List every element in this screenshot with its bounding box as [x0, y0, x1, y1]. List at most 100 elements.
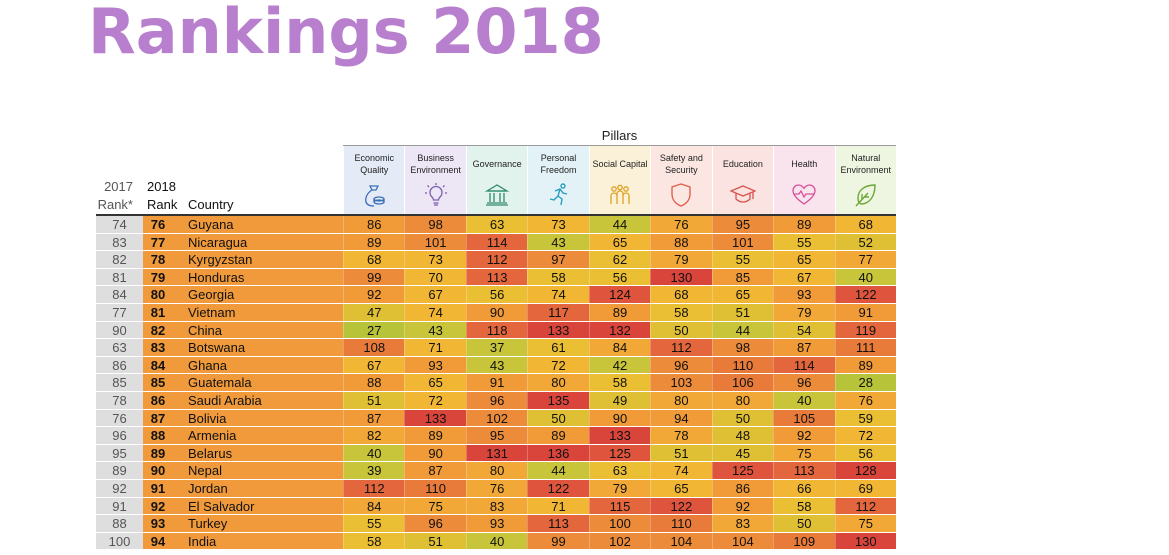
- pillar-value-cell: 75: [404, 497, 466, 515]
- pillar-value-cell: 55: [773, 233, 835, 251]
- pillar-value-cell: 101: [711, 233, 774, 251]
- rank-2018-cell: 92: [143, 497, 173, 515]
- pillar-value-cell: 112: [834, 497, 896, 515]
- pillar-value-cell: 133: [588, 427, 651, 444]
- pillar-label: Education: [713, 151, 773, 177]
- pillar-value-cell: 44: [588, 216, 651, 233]
- pillar-value-cell: 112: [465, 251, 528, 268]
- table-row: 78 86 Saudi Arabia 51 72 96 135 49 80 80 40 76: [96, 391, 896, 410]
- pillar-value-cell: 130: [834, 532, 896, 550]
- country-cell: Vietnam: [173, 303, 343, 321]
- table-row: 90 82 China 27 43 118 133 132 50 44 54 119: [96, 321, 896, 340]
- country-cell: Nepal: [173, 462, 343, 479]
- pillar-value-cell: 73: [404, 251, 466, 268]
- pillar-value-cell: 110: [711, 356, 774, 374]
- pillar-header-3: Personal Freedom: [527, 146, 589, 214]
- pillar-value-cell: 90: [588, 409, 651, 427]
- pillar-value-cell: 40: [834, 268, 896, 286]
- country-cell: Guyana: [173, 216, 343, 233]
- pillar-value-cell: 89: [343, 233, 405, 251]
- pillar-value-cell: 51: [711, 303, 774, 321]
- people-group-icon: [607, 182, 633, 208]
- table-row: 100 94 India 58 51 40 99 102 104 104 109 130: [96, 532, 896, 551]
- pillar-value-cell: 70: [404, 268, 466, 286]
- pillar-value-cell: 96: [773, 374, 835, 391]
- pillar-value-cell: 55: [343, 515, 405, 532]
- rank-2017-cell: 100: [96, 532, 143, 550]
- rank-2017-cell: 96: [96, 427, 143, 444]
- pillar-value-cell: 136: [527, 444, 589, 462]
- pillar-value-cell: 114: [773, 356, 835, 374]
- pillar-value-cell: 103: [650, 374, 712, 391]
- country-cell: Turkey: [173, 515, 343, 532]
- pillar-value-cell: 50: [711, 409, 774, 427]
- pillar-value-cell: 93: [465, 515, 528, 532]
- rank-2017-cell: 84: [96, 286, 143, 303]
- pillar-value-cell: 56: [588, 268, 651, 286]
- rank-2018-header: 2018 Rank: [147, 178, 187, 214]
- pillar-value-cell: 92: [773, 427, 835, 444]
- pillar-value-cell: 90: [465, 303, 528, 321]
- pillars-header: Pillars: [601, 128, 638, 143]
- pillar-label-line2: Quality: [360, 165, 389, 175]
- pillar-value-cell: 77: [834, 251, 896, 268]
- pillar-value-cell: 56: [834, 444, 896, 462]
- shield-icon: [668, 182, 694, 208]
- pillar-value-cell: 122: [834, 286, 896, 303]
- country-cell: Kyrgyzstan: [173, 251, 343, 268]
- country-cell: Ghana: [173, 356, 343, 374]
- pillar-value-cell: 105: [773, 409, 835, 427]
- pillar-value-cell: 43: [527, 233, 589, 251]
- pillar-value-cell: 94: [650, 409, 712, 427]
- rank-2017-cell: 74: [96, 216, 143, 233]
- pillar-value-cell: 128: [834, 462, 896, 479]
- rank-2018-cell: 76: [143, 216, 173, 233]
- table-row: 91 92 El Salvador 84 75 83 71 115 122 92 58 112: [96, 497, 896, 516]
- rank-2018-cell: 93: [143, 515, 173, 532]
- rank-2018-cell: 83: [143, 339, 173, 356]
- pillar-label-line2: Environment: [410, 165, 461, 175]
- pillar-value-cell: 102: [588, 532, 651, 550]
- pillar-value-cell: 101: [404, 233, 466, 251]
- pillar-value-cell: 76: [834, 391, 896, 409]
- pillar-value-cell: 65: [404, 374, 466, 391]
- rank-2018-cell: 89: [143, 444, 173, 462]
- government-building-icon: [484, 182, 510, 208]
- pillar-value-cell: 88: [343, 374, 405, 391]
- pillar-value-cell: 67: [404, 286, 466, 303]
- pillar-value-cell: 72: [527, 356, 589, 374]
- pillar-value-cell: 80: [527, 374, 589, 391]
- pillar-value-cell: 89: [834, 356, 896, 374]
- pillar-value-cell: 74: [404, 303, 466, 321]
- country-cell: Guatemala: [173, 374, 343, 391]
- pillar-value-cell: 89: [773, 216, 835, 233]
- pillar-header-5: Safety and Security: [650, 146, 712, 214]
- pillar-header-2: Governance: [465, 146, 528, 214]
- pillar-value-cell: 89: [527, 427, 589, 444]
- rank-2018-cell: 87: [143, 409, 173, 427]
- pillar-value-cell: 52: [834, 233, 896, 251]
- pillar-value-cell: 89: [588, 303, 651, 321]
- rank-2018-cell: 82: [143, 321, 173, 339]
- pillar-value-cell: 67: [343, 356, 405, 374]
- pillar-label-line1: Economic: [354, 153, 394, 163]
- pillar-value-cell: 118: [465, 321, 528, 339]
- pillar-value-cell: 91: [465, 374, 528, 391]
- pillar-header-0: Economic Quality: [343, 146, 405, 214]
- pillar-value-cell: 99: [343, 268, 405, 286]
- table-row: 84 80 Georgia 92 67 56 74 124 68 65 93 122: [96, 286, 896, 304]
- rank-2018-cell: 88: [143, 427, 173, 444]
- header-divider: [96, 214, 896, 216]
- graduation-cap-icon: [729, 182, 757, 208]
- pillar-value-cell: 50: [650, 321, 712, 339]
- table-row: 76 87 Bolivia 87 133 102 50 90 94 50 105 59: [96, 409, 896, 428]
- pillar-value-cell: 44: [527, 462, 589, 479]
- pillar-value-cell: 113: [465, 268, 528, 286]
- pillar-value-cell: 73: [527, 216, 589, 233]
- pillar-value-cell: 75: [773, 444, 835, 462]
- pillar-value-cell: 54: [773, 321, 835, 339]
- rank-2018-cell: 84: [143, 356, 173, 374]
- pillar-label-line1: Social Capital: [592, 159, 648, 169]
- country-cell: Botswana: [173, 339, 343, 356]
- rank-2018-cell: 77: [143, 233, 173, 251]
